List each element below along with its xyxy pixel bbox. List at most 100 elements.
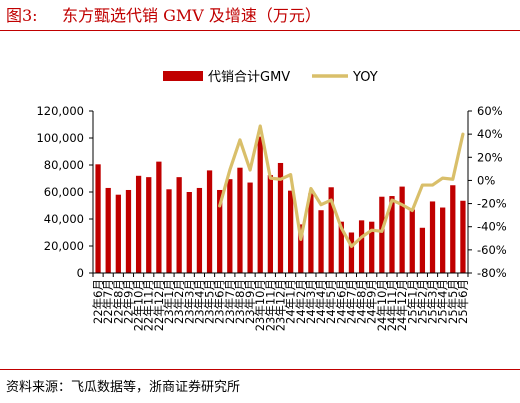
gmv-bar	[95, 164, 101, 273]
x-tick-label: 23年3月	[182, 279, 196, 324]
yoy-point	[239, 139, 241, 141]
x-tick-label: 23年9月	[243, 279, 257, 324]
gmv-bar	[399, 186, 405, 273]
gmv-bar	[277, 162, 284, 273]
x-tick-label: 23年10月	[253, 279, 267, 331]
x-tick-label: 24年5月	[324, 279, 338, 324]
figure-title: 东方甄选代销 GMV 及增速（万元）	[62, 6, 321, 25]
y-left-tick-label: 0	[77, 266, 84, 280]
gmv-bars	[95, 136, 466, 274]
yoy-point	[279, 178, 282, 180]
yoy-point	[300, 238, 302, 241]
y-right-tick-label: -80%	[477, 266, 507, 280]
x-tick-label: 25年1月	[405, 279, 419, 324]
gmv-bar	[135, 175, 142, 273]
yoy-point	[330, 199, 332, 201]
gmv-bar	[176, 177, 182, 273]
legend-label-gmv: 代销合计GMV	[208, 70, 290, 85]
legend: 代销合计GMV YOY	[163, 70, 378, 85]
caption-rule	[0, 30, 520, 31]
y-right-tick-label: 0%	[477, 173, 495, 187]
gmv-bar	[318, 210, 324, 273]
x-tick-label: 24年6月	[334, 279, 348, 324]
x-tick-label: 22年9月	[121, 279, 135, 324]
gmv-bar	[419, 227, 426, 273]
yoy-point	[290, 174, 292, 176]
gmv-bar	[409, 209, 415, 273]
gmv-bar	[460, 200, 466, 273]
yoy-point	[229, 169, 231, 171]
y-right-tick-label: -40%	[477, 220, 507, 234]
gmv-bar	[379, 196, 385, 273]
yoy-point	[269, 177, 271, 179]
yoy-point	[431, 184, 434, 186]
x-tick-label: 24年7月	[344, 279, 358, 324]
gmv-bar	[257, 136, 263, 273]
x-tick-label: 23年5月	[203, 279, 217, 324]
gmv-bar	[288, 190, 294, 273]
x-tick-label: 24年3月	[304, 279, 318, 324]
gmv-bar	[115, 194, 121, 273]
gmv-bar	[237, 167, 243, 273]
yoy-point	[360, 236, 363, 238]
gmv-bar	[217, 189, 223, 273]
gmv-bar	[247, 182, 253, 273]
gmv-bar	[308, 193, 314, 273]
x-tick-label: 22年12月	[152, 279, 166, 331]
x-tick-label: 22年10月	[132, 279, 146, 331]
x-tick-label: 23年4月	[192, 279, 206, 324]
source-rule	[0, 369, 520, 370]
x-tick-label: 24年9月	[365, 279, 379, 324]
x-tick-label: 22年7月	[101, 279, 115, 324]
x-tick-label: 23年7月	[223, 279, 237, 324]
legend-swatch-gmv	[163, 71, 203, 81]
gmv-bar	[358, 220, 365, 273]
x-tick-label: 23年11月	[263, 279, 277, 331]
gmv-bar	[267, 175, 273, 274]
y-right-tick-label: -20%	[477, 197, 507, 211]
gmv-bar	[338, 221, 344, 273]
gmv-bar	[166, 189, 172, 273]
x-tick-label: 23年8月	[233, 279, 247, 324]
x-tick-label: 22年6月	[91, 279, 105, 324]
y-left-tick-label: 60,000	[44, 185, 84, 199]
x-tick-label: 23年6月	[213, 279, 227, 324]
gmv-bar	[389, 196, 395, 273]
gmv-bar	[105, 187, 111, 273]
yoy-point	[391, 199, 393, 201]
gmv-bar	[298, 224, 304, 273]
yoy-point	[442, 177, 444, 179]
x-tick-label: 23年1月	[162, 279, 176, 324]
y-left-tick-label: 100,000	[36, 131, 84, 145]
x-tick-label: 24年8月	[355, 279, 369, 324]
yoy-point	[411, 209, 413, 212]
gmv-bar	[156, 161, 162, 274]
x-tick-label: 25年4月	[436, 279, 450, 324]
yoy-point	[421, 184, 423, 186]
x-axis: 22年6月22年7月22年8月22年9月22年10月22年11月22年12月23…	[91, 272, 470, 331]
y-left-tick-label: 20,000	[44, 239, 84, 253]
y-left-tick-label: 120,000	[36, 104, 84, 118]
x-tick-label: 24年11月	[385, 279, 399, 331]
y-right-tick-label: -60%	[477, 243, 507, 257]
x-tick-label: 25年2月	[415, 279, 429, 324]
yoy-point	[401, 204, 403, 206]
y-left-tick-label: 80,000	[44, 158, 84, 172]
x-tick-label: 22年11月	[142, 279, 156, 331]
x-tick-label: 23年12月	[274, 279, 288, 331]
gmv-bar	[348, 232, 355, 273]
gmv-bar	[206, 170, 213, 273]
gmv-bar	[328, 187, 334, 273]
x-tick-label: 22年8月	[111, 279, 125, 324]
gmv-bar	[227, 179, 233, 273]
yoy-point	[259, 125, 261, 127]
yoy-line-series	[218, 124, 465, 248]
yoy-point	[320, 204, 322, 206]
x-tick-label: 24年2月	[294, 279, 308, 324]
y-left-tick-label: 40,000	[44, 212, 84, 226]
yoy-point	[452, 178, 454, 180]
x-tick-label: 25年5月	[446, 279, 460, 324]
gmv-bar	[440, 207, 446, 273]
gmv-bar	[369, 221, 375, 273]
